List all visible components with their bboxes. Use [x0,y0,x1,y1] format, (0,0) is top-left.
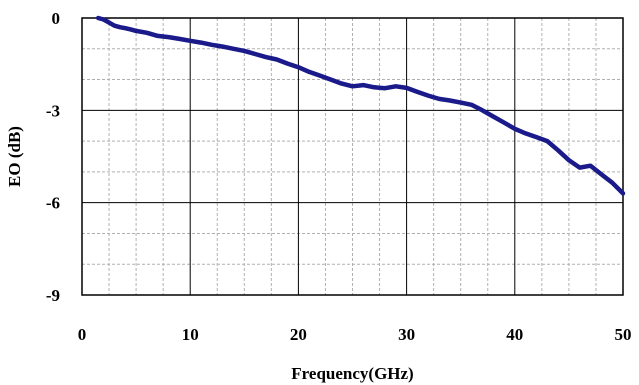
x-tick-label: 20 [290,325,307,344]
y-tick-label: -9 [46,286,60,305]
x-tick-label: 40 [506,325,523,344]
series-line-1 [95,15,626,196]
y-tick-label: -6 [46,194,60,213]
x-tick-label: 50 [615,325,632,344]
x-tick-label: 0 [78,325,87,344]
x-axis-title: Frequency(GHz) [291,364,413,383]
minor-gridlines [82,18,623,295]
plot-area-frame [81,17,624,296]
y-tick-labels: 0 -3 -6 -9 [46,9,60,305]
y-axis-title: EO (dB) [5,126,24,187]
major-gridlines [82,18,623,295]
y-tick-label: -3 [46,101,60,120]
y-tick-label: 0 [52,9,61,28]
x-tick-label: 10 [182,325,199,344]
x-tick-label: 30 [398,325,415,344]
series-layer [95,15,626,196]
x-tick-labels: 0 10 20 30 40 50 [78,325,632,344]
